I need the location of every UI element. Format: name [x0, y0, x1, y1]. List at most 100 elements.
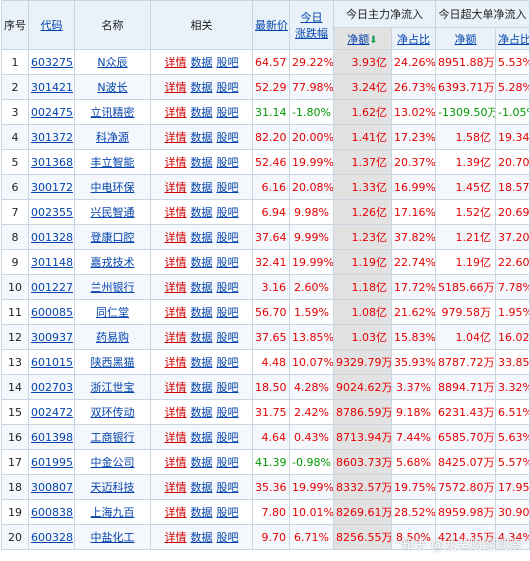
stock-code-link[interactable]: 300172 — [31, 180, 73, 194]
stock-name-link[interactable]: 兰州银行 — [90, 281, 135, 294]
stock-name-link[interactable]: 立讯精密 — [90, 106, 135, 119]
sort-main-net[interactable]: 净额 — [347, 32, 370, 46]
stock-code-link[interactable]: 601995 — [31, 455, 73, 469]
detail-link[interactable]: 详情 — [164, 506, 187, 519]
forum-link[interactable]: 股吧 — [216, 281, 239, 294]
stock-name-link[interactable]: 科净源 — [96, 131, 129, 144]
row-code[interactable]: 001227 — [28, 274, 75, 300]
data-link[interactable]: 数据 — [190, 56, 213, 69]
stock-code-link[interactable]: 300807 — [31, 480, 73, 494]
col-price[interactable]: 最新价 — [252, 0, 290, 50]
data-link[interactable]: 数据 — [190, 406, 213, 419]
sort-change-line2[interactable]: 涨跌幅 — [295, 27, 328, 40]
row-name[interactable]: 科净源 — [74, 124, 151, 150]
sort-super-net[interactable]: 净额 — [454, 32, 477, 46]
data-link[interactable]: 数据 — [190, 481, 213, 494]
row-code[interactable]: 001328 — [28, 224, 75, 250]
stock-name-link[interactable]: 上海九百 — [90, 506, 135, 519]
row-code[interactable]: 301368 — [28, 149, 75, 175]
col-super-net[interactable]: 净额 — [435, 27, 496, 50]
detail-link[interactable]: 详情 — [164, 181, 187, 194]
sort-main-ratio[interactable]: 净占比 — [397, 32, 430, 46]
row-name[interactable]: 中盐化工 — [74, 524, 151, 550]
stock-name-link[interactable]: 药易购 — [96, 331, 129, 344]
forum-link[interactable]: 股吧 — [216, 306, 239, 319]
stock-name-link[interactable]: 中金公司 — [90, 456, 135, 469]
col-code[interactable]: 代码 — [28, 0, 75, 50]
data-link[interactable]: 数据 — [190, 156, 213, 169]
sort-super-ratio[interactable]: 净占比 — [498, 32, 530, 46]
forum-link[interactable]: 股吧 — [216, 256, 239, 269]
row-name[interactable]: 浙江世宝 — [74, 374, 151, 400]
sort-code[interactable]: 代码 — [40, 19, 63, 32]
row-code[interactable]: 600328 — [28, 524, 75, 550]
forum-link[interactable]: 股吧 — [216, 506, 239, 519]
row-name[interactable]: 上海九百 — [74, 499, 151, 525]
stock-name-link[interactable]: 登康口腔 — [90, 231, 135, 244]
forum-link[interactable]: 股吧 — [216, 131, 239, 144]
row-name[interactable]: 兴民智通 — [74, 199, 151, 225]
forum-link[interactable]: 股吧 — [216, 531, 239, 544]
stock-code-link[interactable]: 002472 — [31, 405, 73, 419]
forum-link[interactable]: 股吧 — [216, 381, 239, 394]
row-code[interactable]: 601995 — [28, 449, 75, 475]
stock-code-link[interactable]: 301421 — [31, 80, 73, 94]
row-name[interactable]: 立讯精密 — [74, 99, 151, 125]
detail-link[interactable]: 详情 — [164, 56, 187, 69]
forum-link[interactable]: 股吧 — [216, 456, 239, 469]
data-link[interactable]: 数据 — [190, 256, 213, 269]
forum-link[interactable]: 股吧 — [216, 156, 239, 169]
row-code[interactable]: 600085 — [28, 299, 75, 325]
stock-name-link[interactable]: N波长 — [97, 81, 128, 94]
stock-name-link[interactable]: 浙江世宝 — [90, 381, 135, 394]
forum-link[interactable]: 股吧 — [216, 181, 239, 194]
data-link[interactable]: 数据 — [190, 331, 213, 344]
forum-link[interactable]: 股吧 — [216, 431, 239, 444]
row-code[interactable]: 300172 — [28, 174, 75, 200]
stock-code-link[interactable]: 002475 — [31, 105, 73, 119]
detail-link[interactable]: 详情 — [164, 531, 187, 544]
detail-link[interactable]: 详情 — [164, 406, 187, 419]
stock-code-link[interactable]: 600085 — [31, 305, 73, 319]
row-name[interactable]: N众辰 — [74, 49, 151, 75]
stock-name-link[interactable]: 中盐化工 — [90, 531, 135, 544]
data-link[interactable]: 数据 — [190, 531, 213, 544]
forum-link[interactable]: 股吧 — [216, 481, 239, 494]
detail-link[interactable]: 详情 — [164, 431, 187, 444]
stock-name-link[interactable]: 同仁堂 — [96, 306, 129, 319]
stock-name-link[interactable]: 丰立智能 — [90, 156, 135, 169]
forum-link[interactable]: 股吧 — [216, 206, 239, 219]
detail-link[interactable]: 详情 — [164, 381, 187, 394]
detail-link[interactable]: 详情 — [164, 131, 187, 144]
detail-link[interactable]: 详情 — [164, 481, 187, 494]
stock-code-link[interactable]: 600838 — [31, 505, 73, 519]
row-code[interactable]: 301421 — [28, 74, 75, 100]
detail-link[interactable]: 详情 — [164, 331, 187, 344]
forum-link[interactable]: 股吧 — [216, 331, 239, 344]
data-link[interactable]: 数据 — [190, 81, 213, 94]
data-link[interactable]: 数据 — [190, 506, 213, 519]
stock-name-link[interactable]: 双环传动 — [90, 406, 135, 419]
data-link[interactable]: 数据 — [190, 106, 213, 119]
stock-code-link[interactable]: 603275 — [31, 55, 73, 69]
row-code[interactable]: 002475 — [28, 99, 75, 125]
data-link[interactable]: 数据 — [190, 306, 213, 319]
row-code[interactable]: 300807 — [28, 474, 75, 500]
row-code[interactable]: 601015 — [28, 349, 75, 375]
forum-link[interactable]: 股吧 — [216, 106, 239, 119]
detail-link[interactable]: 详情 — [164, 81, 187, 94]
data-link[interactable]: 数据 — [190, 131, 213, 144]
stock-code-link[interactable]: 601015 — [31, 355, 73, 369]
detail-link[interactable]: 详情 — [164, 306, 187, 319]
stock-code-link[interactable]: 301148 — [31, 255, 73, 269]
stock-code-link[interactable]: 300937 — [31, 330, 73, 344]
sort-change-line1[interactable]: 今日 — [300, 11, 323, 24]
row-code[interactable]: 603275 — [28, 49, 75, 75]
row-name[interactable]: 登康口腔 — [74, 224, 151, 250]
stock-code-link[interactable]: 002703 — [31, 380, 73, 394]
data-link[interactable]: 数据 — [190, 356, 213, 369]
stock-code-link[interactable]: 001328 — [31, 230, 73, 244]
data-link[interactable]: 数据 — [190, 456, 213, 469]
sort-price[interactable]: 最新价 — [255, 19, 288, 32]
stock-code-link[interactable]: 600328 — [31, 530, 73, 544]
